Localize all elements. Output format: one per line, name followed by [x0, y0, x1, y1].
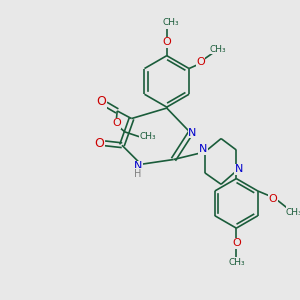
Text: CH₃: CH₃: [209, 45, 226, 54]
Text: CH₃: CH₃: [140, 132, 156, 141]
Text: O: O: [232, 238, 241, 248]
Text: O: O: [196, 57, 205, 67]
Text: O: O: [269, 194, 278, 204]
Text: N: N: [134, 161, 142, 171]
Text: N: N: [188, 128, 197, 138]
Text: CH₃: CH₃: [228, 258, 244, 267]
Text: N: N: [199, 144, 207, 154]
Text: N: N: [235, 164, 243, 174]
Text: O: O: [112, 118, 121, 128]
Text: O: O: [162, 37, 171, 47]
Text: H: H: [134, 169, 142, 179]
Text: O: O: [94, 137, 104, 150]
Text: O: O: [96, 95, 106, 108]
Text: CH₃: CH₃: [286, 208, 300, 217]
Text: CH₃: CH₃: [162, 18, 179, 27]
